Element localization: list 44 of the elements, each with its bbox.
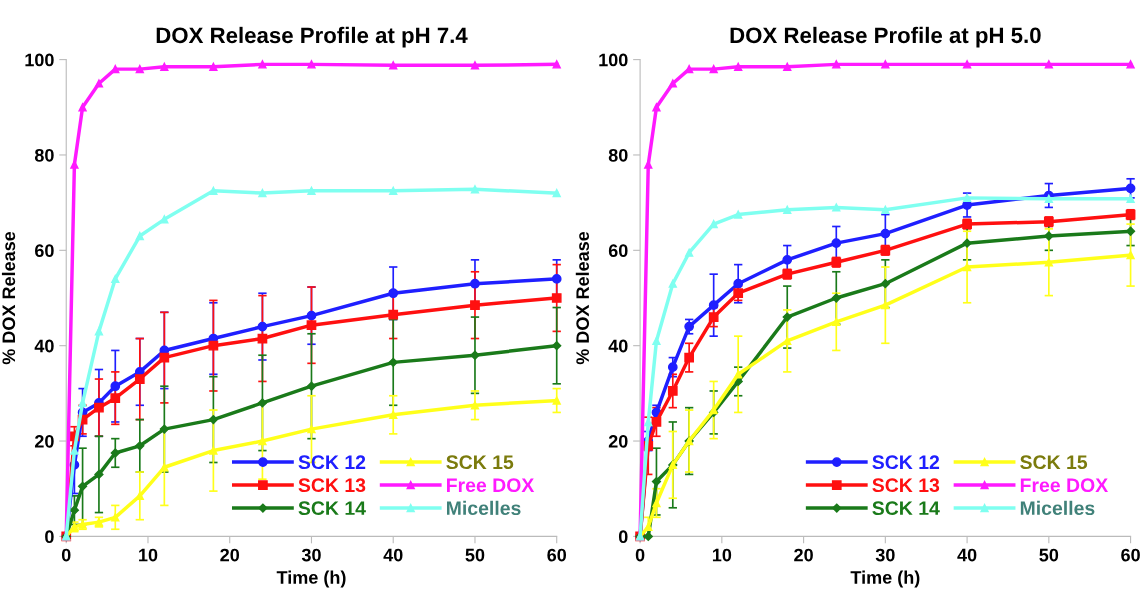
- legend-label: Micelles: [447, 500, 521, 516]
- y-tick-label: 40: [34, 339, 54, 353]
- y-tick-label: 80: [608, 148, 628, 162]
- y-tick-label: 60: [35, 244, 54, 258]
- x-tick-label: 50: [465, 548, 485, 562]
- legend-label: SCK 14: [298, 501, 366, 516]
- x-tick-label: 40: [957, 548, 977, 562]
- chart-title: DOX Release Profile at pH 7.4: [156, 26, 468, 48]
- legend-label: Free DOX: [447, 478, 535, 493]
- x-axis-title: Time (h): [850, 570, 920, 588]
- legend-label: SCK 13: [298, 478, 366, 493]
- chart-title: DOX Release Profile at pH 5.0: [730, 26, 1041, 48]
- x-tick-label: 10: [139, 548, 158, 562]
- y-tick-label: 100: [599, 53, 628, 67]
- x-tick-label: 30: [301, 548, 321, 562]
- y-axis-title: % DOX Release: [1, 231, 16, 365]
- legend-label: SCK 14: [872, 501, 940, 516]
- legend-label: SCK 12: [872, 455, 940, 470]
- legend-label: SCK 15: [446, 455, 514, 470]
- x-tick-label: 20: [794, 548, 813, 562]
- y-axis-title: % DOX Release: [575, 231, 590, 365]
- y-tick-label: 20: [608, 434, 628, 448]
- y-tick-label: 0: [45, 530, 54, 544]
- legend-label: SCK 12: [298, 455, 366, 470]
- x-tick-label: 40: [383, 548, 403, 562]
- y-tick-label: 40: [608, 339, 628, 353]
- y-tick-label: 0: [618, 530, 628, 544]
- x-tick-label: 50: [1039, 548, 1059, 562]
- y-tick-label: 80: [34, 148, 54, 162]
- x-axis-title: Time (h): [276, 570, 346, 588]
- x-tick-label: 10: [712, 548, 732, 562]
- x-tick-label: 60: [547, 548, 567, 562]
- legend-label: Micelles: [1020, 500, 1095, 516]
- legend-label: SCK 13: [872, 478, 940, 493]
- x-tick-label: 60: [1121, 548, 1140, 562]
- x-tick-label: 20: [220, 548, 240, 562]
- legend-label: SCK 15: [1020, 455, 1088, 470]
- x-tick-label: 0: [61, 548, 71, 562]
- x-tick-label: 30: [875, 548, 895, 562]
- x-tick-label: 0: [635, 548, 645, 562]
- y-tick-label: 100: [25, 53, 54, 67]
- y-tick-label: 20: [34, 434, 54, 448]
- y-tick-label: 60: [608, 244, 628, 258]
- legend-label: Free DOX: [1020, 478, 1109, 493]
